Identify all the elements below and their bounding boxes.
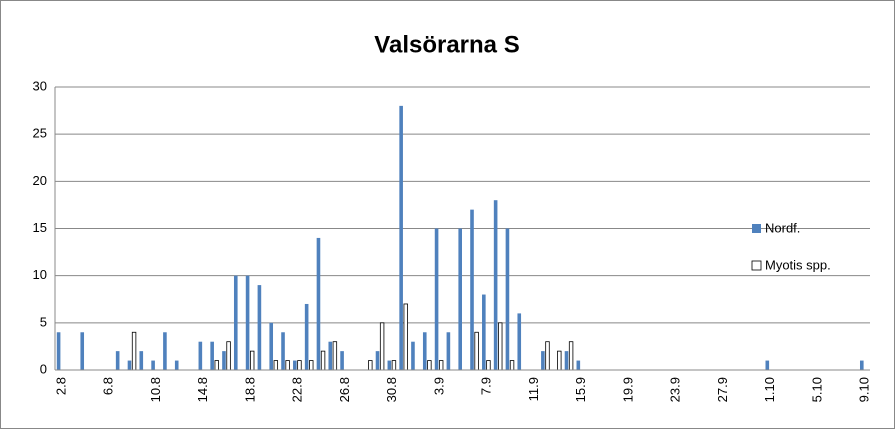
bar (474, 331, 479, 371)
bar (214, 360, 219, 371)
x-tick-label: 14.8 (195, 377, 210, 402)
bar (379, 322, 385, 371)
bar (56, 332, 61, 370)
bar (434, 228, 439, 370)
x-tick-label: 30.8 (384, 377, 399, 402)
bar (210, 341, 214, 370)
bar (446, 332, 451, 370)
y-tick-label: 5 (40, 314, 47, 329)
bar (115, 351, 120, 370)
bar (545, 341, 550, 371)
bar (493, 200, 498, 370)
bar (427, 360, 432, 371)
bar (127, 360, 132, 370)
bar (403, 303, 408, 371)
bar (226, 341, 231, 371)
bar (332, 341, 338, 371)
bar (131, 331, 137, 371)
bar (139, 351, 144, 370)
bar (564, 351, 569, 370)
bar (316, 237, 321, 370)
x-tick-label: 3.9 (431, 377, 446, 395)
x-tick-label: 19.9 (620, 377, 635, 402)
y-tick-label: 15 (33, 220, 47, 235)
bar (285, 360, 290, 371)
bar (151, 360, 155, 370)
x-tick-label: 5.10 (809, 377, 824, 402)
bar (273, 360, 279, 371)
bar (328, 341, 333, 370)
bar (438, 360, 444, 371)
bar (568, 341, 574, 371)
x-tick-label: 23.9 (668, 377, 683, 402)
bar (486, 360, 491, 371)
bar (309, 360, 314, 371)
bar (304, 303, 309, 370)
bar (281, 332, 285, 370)
x-tick-label: 2.8 (53, 377, 68, 395)
bar (505, 228, 510, 370)
legend-label: Myotis spp. (765, 257, 831, 272)
bar (245, 275, 250, 370)
bar (340, 351, 344, 370)
bar (859, 360, 864, 370)
bar (320, 350, 326, 371)
x-tick-label: 22.8 (290, 377, 305, 402)
bar (293, 360, 297, 370)
x-tick-label: 18.8 (242, 377, 257, 402)
chart-title: Valsörarna S (374, 31, 519, 58)
bar (249, 350, 255, 371)
bar (458, 228, 462, 370)
bar (576, 360, 581, 370)
bar (765, 360, 770, 370)
legend-label: Nordf. (765, 220, 800, 235)
bar (297, 360, 302, 371)
legend-swatch (752, 224, 761, 233)
bar (368, 360, 373, 371)
bar (80, 332, 85, 370)
x-tick-label: 6.8 (101, 377, 116, 395)
bar (269, 322, 274, 370)
bar (399, 105, 403, 370)
x-tick-label: 15.9 (573, 377, 588, 402)
bar (482, 294, 486, 370)
bar (470, 209, 474, 370)
y-tick-label: 30 (33, 78, 47, 93)
bar (257, 285, 262, 370)
bar (387, 360, 392, 370)
bar (517, 313, 522, 370)
bar (557, 350, 562, 371)
bar (198, 341, 203, 370)
bar (509, 360, 515, 371)
legend-swatch (751, 260, 762, 271)
bar (411, 341, 415, 370)
x-tick-label: 7.9 (479, 377, 494, 395)
x-tick-label: 26.8 (337, 377, 352, 402)
y-tick-label: 20 (33, 173, 47, 188)
y-tick-label: 25 (33, 126, 47, 141)
bar (422, 332, 427, 370)
bar (541, 351, 545, 370)
y-tick-label: 10 (33, 267, 47, 282)
bar (222, 351, 226, 370)
bar (375, 351, 380, 370)
bar (233, 275, 238, 370)
y-tick-label: 0 (40, 361, 47, 376)
bar (498, 322, 503, 371)
bar (391, 360, 397, 371)
x-tick-label: 1.10 (762, 377, 777, 402)
x-tick-label: 10.8 (148, 377, 163, 402)
x-tick-label: 27.9 (715, 377, 730, 402)
bar (174, 360, 179, 370)
x-tick-label: 9.10 (857, 377, 872, 402)
x-tick-label: 11.9 (526, 377, 541, 401)
bar (163, 332, 167, 370)
